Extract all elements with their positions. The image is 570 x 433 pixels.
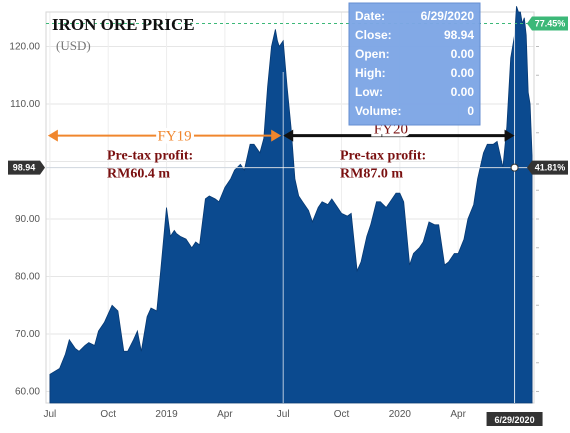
high-pct-badge: 77.45% [535,19,566,29]
chart-subtitle: (USD) [56,38,91,53]
fy19-arrow-head-left [47,129,58,142]
x-tick-label: Oct [100,409,116,420]
marker-pct-badge-bg [527,160,568,175]
x-tick-label: Jul [43,409,56,420]
chart-title: IRON ORE PRICE [52,15,195,34]
tooltip-key: Low: [355,85,383,99]
marker-date-badge: 6/29/2020 [495,415,535,425]
tooltip-value: 98.94 [444,28,474,42]
fy20-profit-label: Pre-tax profit: [340,149,426,164]
y-tick-label: 110.00 [10,99,40,110]
tooltip-key: High: [355,66,386,80]
fy20-profit-value: RM87.0 m [340,167,403,182]
y-axis-ticks: 60.00 70.00 80.00 90.00 110.00 120.00 [9,17,539,398]
tooltip-key: Close: [355,28,392,42]
tooltip-value: 0.00 [451,85,475,99]
y-tick-label: 70.00 [15,329,40,340]
x-tick-label: Oct [334,409,350,420]
tooltip-value: 6/29/2020 [421,9,475,23]
fy19-label: FY19 [157,129,191,145]
x-tick-label: Apr [217,409,233,420]
fy20-arrow-head-right [504,129,515,142]
marker-value-badge: 98.94 [13,163,36,173]
tooltip-key: Volume: [355,104,401,118]
fy19-arrow-head-right [271,129,282,142]
tooltip-value: 0.00 [451,47,475,61]
tooltip-key: Open: [355,47,390,61]
y-tick-label: 120.00 [9,42,40,53]
y-tick-label: 80.00 [15,272,40,283]
fy19-profit-label: Pre-tax profit: [107,149,193,164]
high-pct-badge-bg [527,16,568,31]
tooltip-background [348,2,481,126]
x-tick-label: Jul [277,409,290,420]
marker-point[interactable] [510,163,519,172]
value-badges: 98.94 41.81% 77.45% 6/29/2020 [8,16,568,426]
price-area[interactable] [49,6,533,404]
marker-pct-badge: 41.81% [535,163,566,173]
y-tick-label: 60.00 [15,387,40,398]
price-tooltip: Date: 6/29/2020 Close: 98.94 Open: 0.00 High: 0… [348,2,481,126]
tooltip-key: Date: [355,9,385,23]
x-tick-label: 2020 [389,409,412,420]
x-tick-label: Apr [450,409,466,420]
tooltip-value: 0 [467,104,474,118]
y-tick-label: 90.00 [15,214,40,225]
marker-value-badge-bg [8,160,45,175]
x-tick-label: 2019 [155,409,178,420]
marker-date-badge-bg [486,412,543,426]
x-axis-ticks: Jul Oct 2019 Apr Jul Oct 2020 Apr [43,409,466,420]
fy20-arrow-head-left [283,129,294,142]
price-area-series[interactable] [49,6,533,404]
tooltip-value: 0.00 [451,66,475,80]
fy19-profit-value: RM60.4 m [107,167,170,182]
